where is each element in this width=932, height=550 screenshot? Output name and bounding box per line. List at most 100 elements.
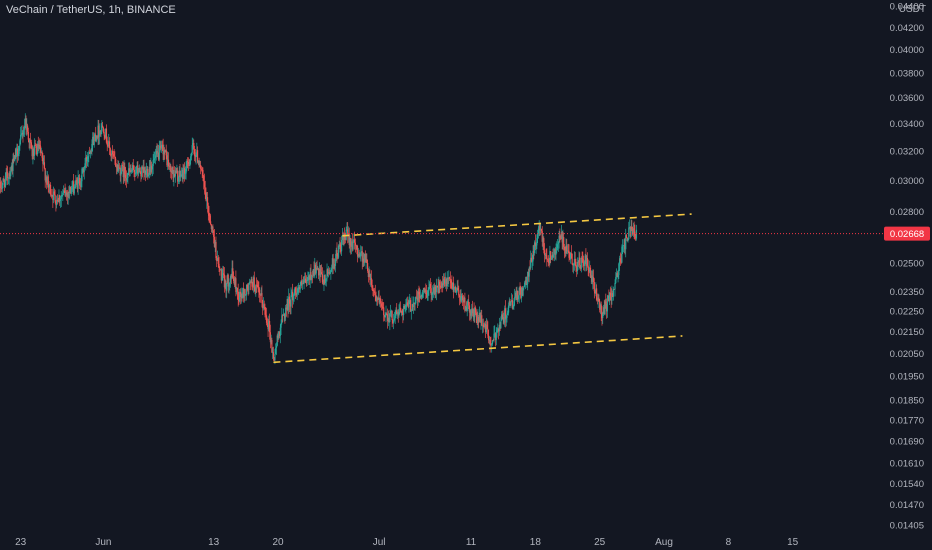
candle-up — [518, 287, 520, 296]
candle-down — [374, 292, 376, 297]
candle-down — [576, 267, 578, 272]
candle-down — [465, 306, 468, 311]
candle-up — [334, 259, 337, 266]
candle-down — [137, 165, 139, 173]
candle-down — [448, 277, 451, 279]
candle-down — [579, 257, 581, 266]
candle-down — [112, 154, 114, 156]
candle-down — [461, 295, 464, 301]
candle-down — [196, 150, 199, 163]
candle-down — [311, 275, 314, 277]
candle-up — [12, 158, 14, 171]
candle-down — [484, 323, 487, 333]
candle-down — [237, 291, 239, 300]
candle-down — [82, 168, 85, 173]
candle-down — [52, 195, 54, 200]
candle-up — [359, 255, 361, 257]
candle-down — [165, 149, 167, 156]
candle-down — [396, 310, 398, 315]
candle-up — [2, 179, 4, 186]
candle-down — [588, 270, 590, 272]
candle-down — [139, 167, 141, 172]
candle-down — [629, 227, 631, 237]
candle-down — [256, 284, 258, 286]
candle-up — [615, 273, 618, 277]
candle-down — [227, 274, 229, 287]
candle-up — [389, 313, 391, 322]
candle-up — [465, 306, 467, 311]
candle-down — [373, 290, 375, 292]
candle-up — [542, 238, 544, 242]
candle-down — [252, 286, 254, 288]
candle-down — [119, 167, 121, 176]
candle-down — [149, 167, 151, 172]
candle-up — [460, 296, 462, 301]
candle-down — [574, 259, 576, 262]
candle-down — [412, 304, 414, 308]
candle-up — [365, 258, 367, 262]
candle-down — [539, 223, 541, 231]
candle-down — [151, 165, 153, 170]
candle-up — [422, 290, 424, 295]
candle-up — [226, 283, 228, 291]
candle-up — [154, 155, 157, 159]
candle-down — [596, 288, 598, 300]
candle-up — [87, 156, 89, 159]
candle-up — [121, 164, 123, 172]
candle-down — [568, 250, 570, 258]
candle-down — [363, 258, 365, 263]
candle-up — [522, 287, 524, 296]
candle-down — [301, 280, 303, 285]
candle-down — [110, 154, 112, 155]
candle-down — [470, 310, 472, 316]
candle-down — [364, 253, 366, 262]
candle-up — [357, 254, 360, 257]
candle-down — [567, 250, 569, 252]
candle-down — [64, 191, 66, 196]
candle-up — [93, 135, 95, 146]
x-tick-label: 20 — [272, 537, 284, 548]
candle-up — [466, 302, 468, 311]
candle-up — [432, 287, 435, 293]
candle-up — [152, 160, 154, 167]
candle-up — [59, 199, 62, 201]
candle-up — [164, 149, 167, 153]
candle-down — [304, 278, 307, 283]
candle-up — [56, 199, 58, 206]
candle-down — [314, 264, 317, 274]
candle-up — [360, 251, 363, 254]
y-tick-label: 0.01950 — [890, 372, 924, 383]
candle-down — [200, 165, 202, 169]
candle-down — [478, 317, 480, 322]
candle-down — [13, 158, 15, 161]
candle-down — [265, 314, 267, 316]
candle-up — [221, 275, 223, 281]
candle-down — [548, 260, 550, 263]
candle-up — [43, 162, 45, 164]
candle-down — [177, 170, 179, 182]
candle-down — [586, 258, 589, 266]
current-price-badge — [884, 226, 930, 241]
candle-up — [294, 287, 296, 295]
candle-up — [250, 278, 252, 283]
candle-up — [236, 287, 238, 293]
candle-up — [85, 157, 87, 164]
candle-down — [220, 269, 222, 281]
candle-down — [370, 278, 373, 286]
candle-up — [150, 165, 152, 172]
candle-up — [292, 295, 294, 301]
candle-up — [183, 167, 185, 179]
candle-down — [79, 185, 82, 187]
candle-down — [328, 272, 330, 274]
candle-down — [632, 228, 634, 235]
candle-down — [206, 197, 209, 206]
candle-down — [41, 151, 43, 158]
candle-up — [105, 128, 107, 138]
candle-up — [4, 177, 6, 187]
candle-down — [458, 290, 460, 296]
candle-down — [0, 188, 3, 190]
candle-down — [521, 287, 523, 296]
candle-down — [572, 264, 574, 266]
candle-up — [211, 226, 213, 230]
